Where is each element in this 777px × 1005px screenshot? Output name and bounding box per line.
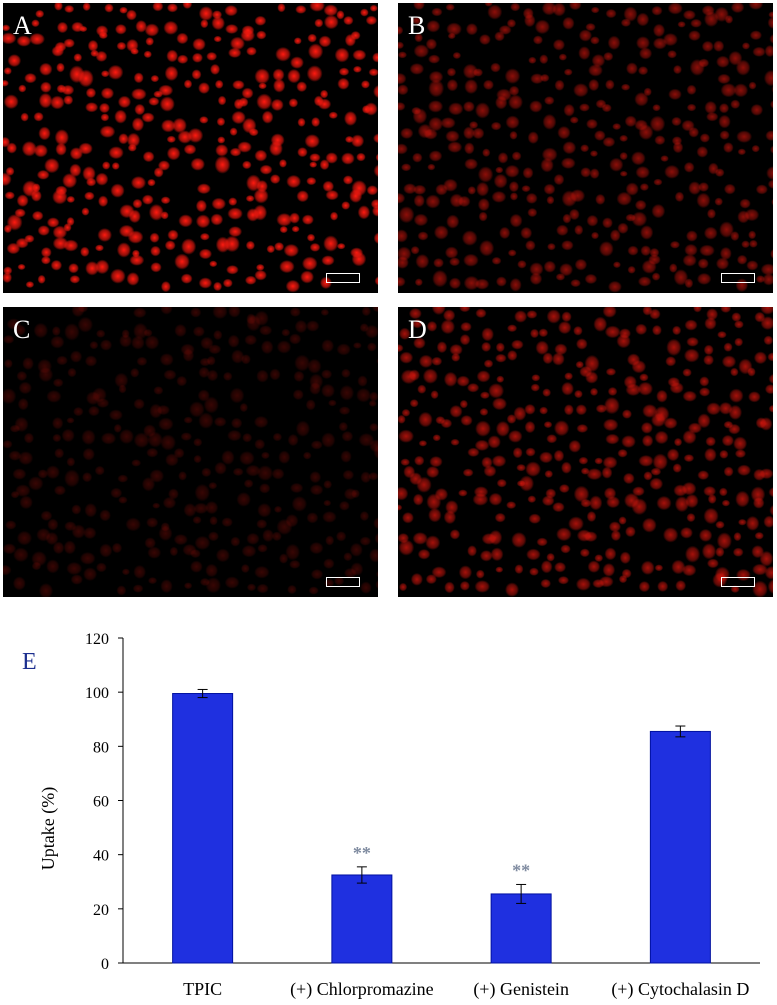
scale-bar — [326, 577, 360, 587]
panel-label-b: B — [408, 11, 426, 40]
y-tick-label: 0 — [101, 956, 109, 973]
x-category-label: (+) Chlorpromazine — [290, 979, 434, 1000]
y-tick-label: 40 — [93, 848, 109, 865]
panel-label-c: C — [13, 315, 31, 344]
bar-1 — [172, 693, 234, 964]
fluorescence-image-d — [398, 307, 773, 597]
panel-label-a: A — [13, 11, 32, 40]
micrograph-panel-a: A — [3, 3, 378, 293]
bar-3 — [490, 893, 552, 964]
scale-bar — [721, 273, 755, 283]
fluorescence-image-b — [398, 3, 773, 293]
bar-2 — [331, 874, 393, 964]
x-category-label: (+) Genistein — [473, 979, 569, 1000]
panel-label-d: D — [408, 315, 427, 344]
fluorescence-image-a — [3, 3, 378, 293]
micrograph-panel-b: B — [398, 3, 773, 293]
uptake-bar-chart: E 0 20 40 60 80 100 120 Uptake (%) TPIC ** (+) Chlo… — [22, 631, 760, 1000]
y-tick-label: 120 — [85, 631, 109, 648]
y-tick-label: 20 — [93, 902, 109, 919]
significance-marker: ** — [353, 843, 371, 863]
micrograph-panel-d: D — [398, 307, 773, 597]
panel-label-e: E — [22, 649, 37, 675]
y-tick-label: 100 — [85, 685, 109, 702]
y-tick-label: 80 — [93, 739, 109, 756]
x-category-label: TPIC — [183, 979, 222, 999]
scale-bar — [326, 273, 360, 283]
fluorescence-image-c — [3, 307, 378, 597]
micrograph-panel-c: C — [3, 307, 378, 597]
scale-bar — [721, 577, 755, 587]
y-tick-label: 60 — [93, 794, 109, 811]
significance-marker: ** — [512, 860, 530, 880]
y-axis-title: Uptake (%) — [38, 787, 59, 870]
x-category-label: (+) Cytochalasin D — [611, 979, 749, 1000]
bar-4 — [649, 730, 711, 964]
